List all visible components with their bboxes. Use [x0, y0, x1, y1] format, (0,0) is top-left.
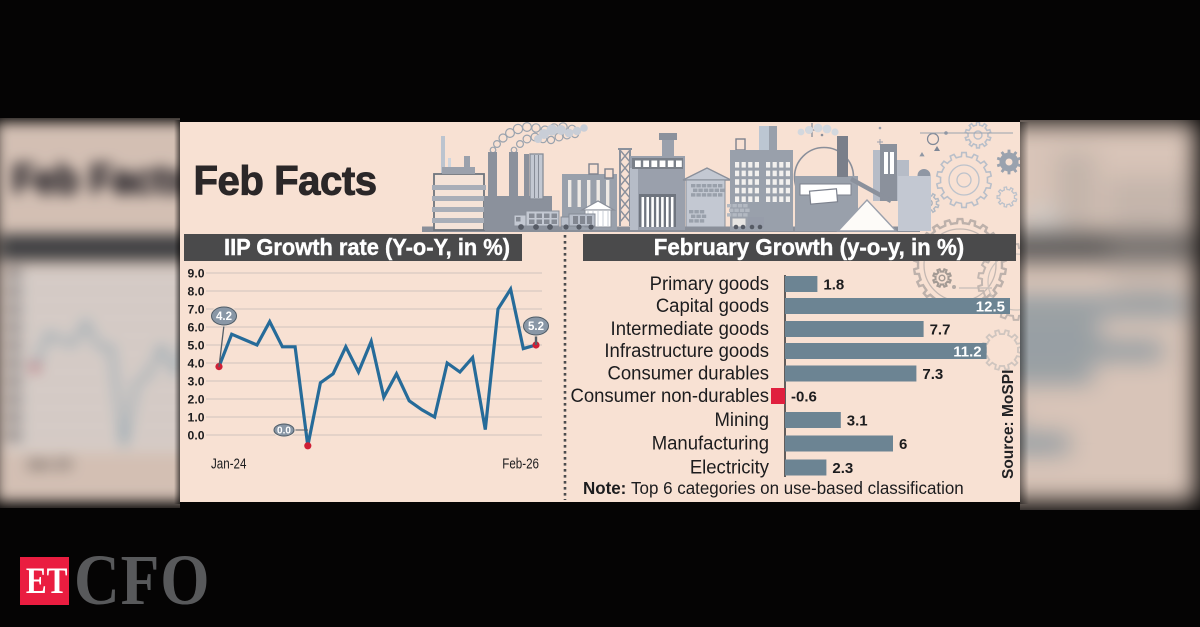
svg-text:3.1: 3.1: [847, 413, 868, 430]
svg-text:Mining: Mining: [714, 410, 769, 432]
svg-text:Jan-24: Jan-24: [211, 455, 246, 472]
svg-text:7.7: 7.7: [930, 322, 951, 339]
svg-text:1.8: 1.8: [823, 277, 844, 294]
svg-text:6.0: 6.0: [188, 321, 205, 335]
svg-text:Feb Facts: Feb Facts: [12, 157, 180, 203]
svg-text:0.0: 0.0: [188, 429, 205, 443]
svg-text:5.2: 5.2: [528, 321, 544, 333]
svg-text:12.5: 12.5: [976, 299, 1005, 316]
svg-text:0.0: 0.0: [277, 425, 291, 436]
svg-text:Feb-26: Feb-26: [502, 455, 539, 472]
svg-text:February Growth (y-o-y, in %): February Growth (y-o-y, in %): [654, 234, 964, 260]
svg-text:8.0: 8.0: [188, 285, 205, 299]
svg-text:Source: MoSPI: Source: MoSPI: [1000, 370, 1017, 479]
svg-text:4.2: 4.2: [216, 311, 232, 323]
svg-text:4.0: 4.0: [188, 357, 205, 371]
svg-text:2.0: 2.0: [188, 393, 205, 407]
svg-text:Note: Top 6 categories on use-: Note: Top 6 categories on use-based clas…: [583, 478, 964, 498]
svg-text:Manufacturing: Manufacturing: [652, 433, 769, 455]
svg-text:3.0: 3.0: [188, 375, 205, 389]
svg-text:Feb Facts: Feb Facts: [194, 157, 377, 203]
svg-text:Consumer non-durables: Consumer non-durables: [570, 386, 769, 408]
svg-text:6: 6: [899, 436, 907, 453]
svg-text:Jan-24: Jan-24: [26, 456, 72, 473]
svg-text:7.0: 7.0: [188, 303, 205, 317]
svg-text:5.0: 5.0: [188, 339, 205, 353]
svg-text:Consumer durables: Consumer durables: [607, 363, 769, 385]
svg-text:1.0: 1.0: [188, 411, 205, 425]
svg-text:11.2: 11.2: [953, 344, 981, 361]
svg-text:9.0: 9.0: [188, 267, 205, 281]
svg-text:Capital goods: Capital goods: [656, 296, 769, 318]
svg-text:IIP Growth rate (Y-o-Y, in %): IIP Growth rate (Y-o-Y, in %): [224, 234, 510, 260]
svg-text:-0.6: -0.6: [791, 389, 817, 406]
svg-text:Primary goods: Primary goods: [650, 274, 769, 296]
svg-text:7.3: 7.3: [922, 366, 943, 383]
svg-text:Electricity: Electricity: [690, 457, 770, 479]
svg-text:2.3: 2.3: [832, 460, 853, 477]
svg-text:Intermediate goods: Intermediate goods: [611, 319, 769, 341]
svg-text:Infrastructure goods: Infrastructure goods: [604, 341, 769, 363]
